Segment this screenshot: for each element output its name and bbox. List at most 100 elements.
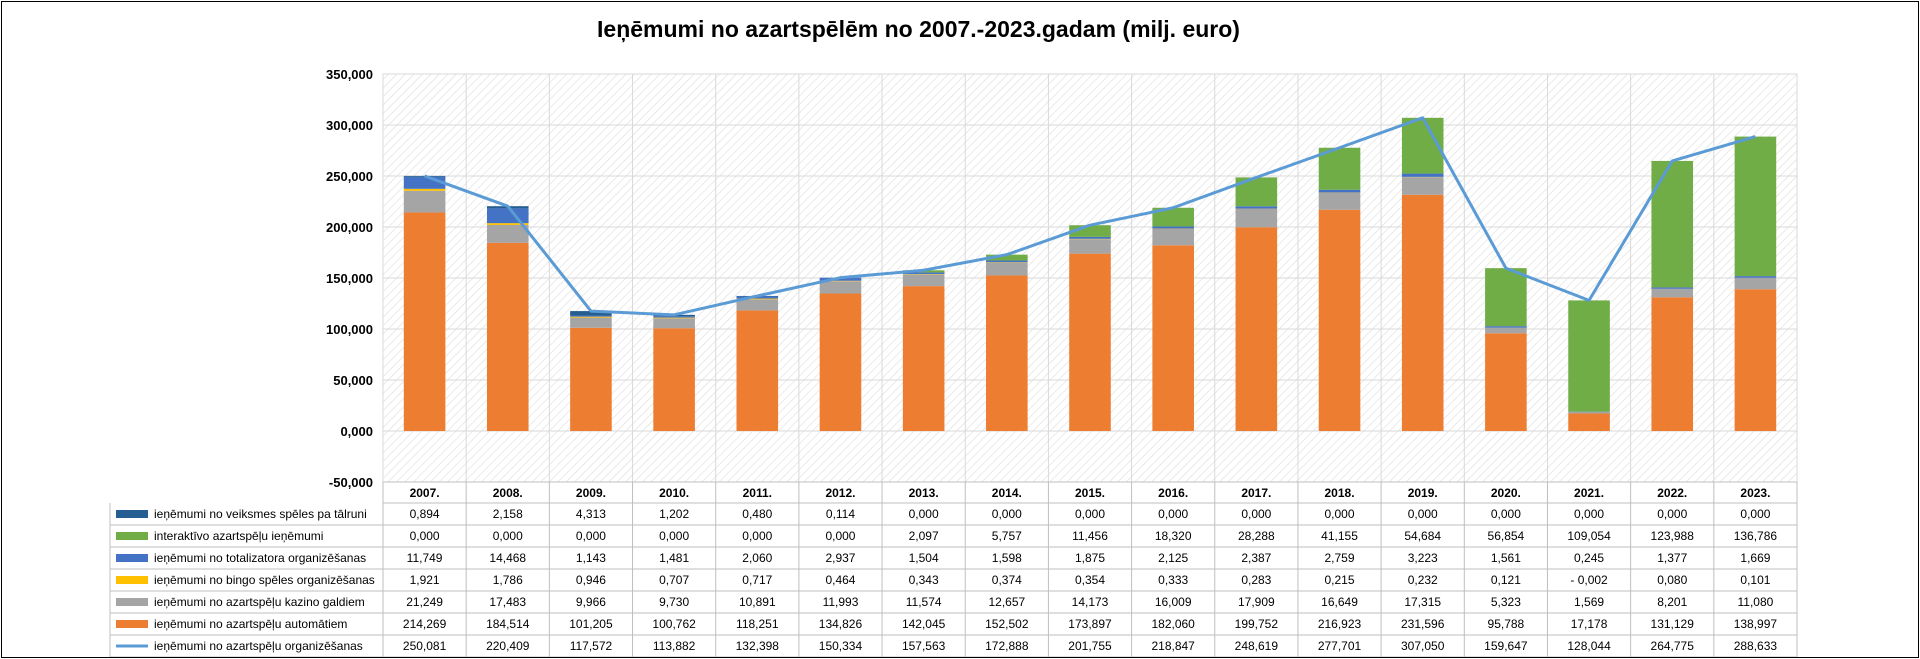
bar-segment: [486, 242, 529, 431]
bar-segment: [736, 299, 779, 311]
bar-segment: [1318, 189, 1361, 193]
data-label: 0,000: [1241, 507, 1271, 521]
y-tick-label: 350,000: [326, 67, 373, 82]
bar-segment: [1152, 228, 1194, 246]
category-label: 2017.: [1241, 486, 1271, 500]
y-tick-label: 50,000: [333, 373, 373, 388]
bar-segment: [1069, 253, 1111, 431]
data-label: 0,000: [742, 529, 772, 543]
bar-segment: [486, 208, 529, 224]
data-label: 199,752: [1235, 617, 1279, 631]
legend-label: ieņēmumi no totalizatora organizēšanas: [154, 551, 366, 565]
category-label: 2021.: [1574, 486, 1604, 500]
bar-segment: [1734, 136, 1777, 277]
data-label: 17,909: [1238, 595, 1275, 609]
category-label: 2014.: [992, 486, 1022, 500]
data-label: 136,786: [1734, 529, 1778, 543]
data-label: 10,891: [739, 595, 776, 609]
category-label: 2020.: [1491, 486, 1521, 500]
data-label: 0,080: [1657, 573, 1687, 587]
category-label: 2013.: [909, 486, 939, 500]
data-label: 0,946: [576, 573, 606, 587]
data-label: 0,374: [992, 573, 1022, 587]
bar-segment: [736, 296, 779, 299]
data-label: 0,215: [1325, 573, 1355, 587]
data-label: 131,129: [1651, 617, 1695, 631]
bar-segment: [1734, 289, 1777, 431]
bar-segment: [653, 328, 695, 431]
data-label: 2,387: [1241, 551, 1271, 565]
data-label: 9,966: [576, 595, 606, 609]
data-label: 0,000: [1408, 507, 1438, 521]
data-label: 12,657: [988, 595, 1025, 609]
data-label: 142,045: [902, 617, 946, 631]
data-label: 11,993: [823, 595, 859, 609]
bar-segment: [403, 188, 446, 191]
bars: [403, 117, 1777, 431]
legend-key: [116, 510, 148, 518]
bar-segment: [653, 316, 695, 318]
data-label: 0,000: [410, 529, 440, 543]
data-label: 0,000: [493, 529, 523, 543]
bar-segment: [902, 274, 945, 287]
data-label: 264,775: [1651, 639, 1695, 653]
data-label: 1,202: [659, 507, 689, 521]
bar-segment: [1235, 227, 1278, 431]
data-label: - 0,002: [1570, 573, 1608, 587]
y-tick-label: 0,000: [340, 424, 373, 439]
bar-segment: [570, 311, 612, 316]
bar-segment: [736, 310, 779, 431]
data-label: 11,749: [407, 551, 443, 565]
data-label: 17,483: [489, 595, 526, 609]
bar-segment: [1235, 206, 1278, 209]
bar-segment: [653, 317, 695, 319]
data-label: 0,354: [1075, 573, 1105, 587]
data-label: 1,504: [909, 551, 939, 565]
legend-label: ieņēmumi no azartspēļu kazino galdiem: [154, 595, 365, 609]
data-label: 231,596: [1401, 617, 1445, 631]
legend-label: interaktīvo azartspēļu ieņēmumi: [154, 529, 323, 543]
bar-segment: [570, 316, 612, 318]
data-label: 138,997: [1734, 617, 1778, 631]
data-table: 2007. 2008. 2009. 2010. 2011. 2012. 2013. 2014.…: [109, 481, 1798, 657]
data-label: 0,000: [659, 529, 689, 543]
data-label: 0,717: [742, 573, 772, 587]
data-label: 1,481: [659, 551, 689, 565]
data-label: 0,894: [410, 507, 440, 521]
data-label: 307,050: [1401, 639, 1445, 653]
data-label: 201,755: [1068, 639, 1112, 653]
data-label: 216,923: [1318, 617, 1362, 631]
data-label: 118,251: [736, 617, 779, 631]
y-tick-label: 250,000: [326, 169, 373, 184]
data-label: 4,313: [576, 507, 606, 521]
bar-segment: [1235, 208, 1278, 228]
data-label: 2,759: [1325, 551, 1355, 565]
category-label: 2015.: [1075, 486, 1105, 500]
bar-segment: [986, 262, 1028, 276]
data-label: 16,009: [1155, 595, 1192, 609]
data-label: 0,000: [1740, 507, 1770, 521]
data-label: 14,468: [489, 551, 526, 565]
data-label: 18,320: [1155, 529, 1192, 543]
data-label: 2,097: [909, 529, 939, 543]
data-label: 5,757: [992, 529, 1022, 543]
bar-segment: [1568, 411, 1610, 414]
data-label: 17,178: [1571, 617, 1608, 631]
data-label: 182,060: [1151, 617, 1195, 631]
data-label: 1,377: [1657, 551, 1687, 565]
data-label: 95,788: [1488, 617, 1525, 631]
data-label: 220,409: [486, 639, 530, 653]
legend-label: ieņēmumi no azartspēļu automātiem: [154, 617, 347, 631]
category-label: 2012.: [825, 486, 855, 500]
y-axis: -50,000 0,000 50,000 100,000 150,000 200,000 2…: [326, 67, 373, 490]
y-tick-label: 100,000: [326, 322, 373, 337]
data-label: 128,044: [1567, 639, 1611, 653]
legend-key: [116, 620, 148, 628]
bar-segment: [570, 317, 612, 328]
bar-segment: [486, 223, 529, 225]
bar-segment: [403, 190, 446, 213]
data-label: 113,882: [653, 639, 696, 653]
data-label: 8,201: [1657, 595, 1687, 609]
data-label: 100,762: [652, 617, 696, 631]
legend-key: [116, 554, 148, 562]
